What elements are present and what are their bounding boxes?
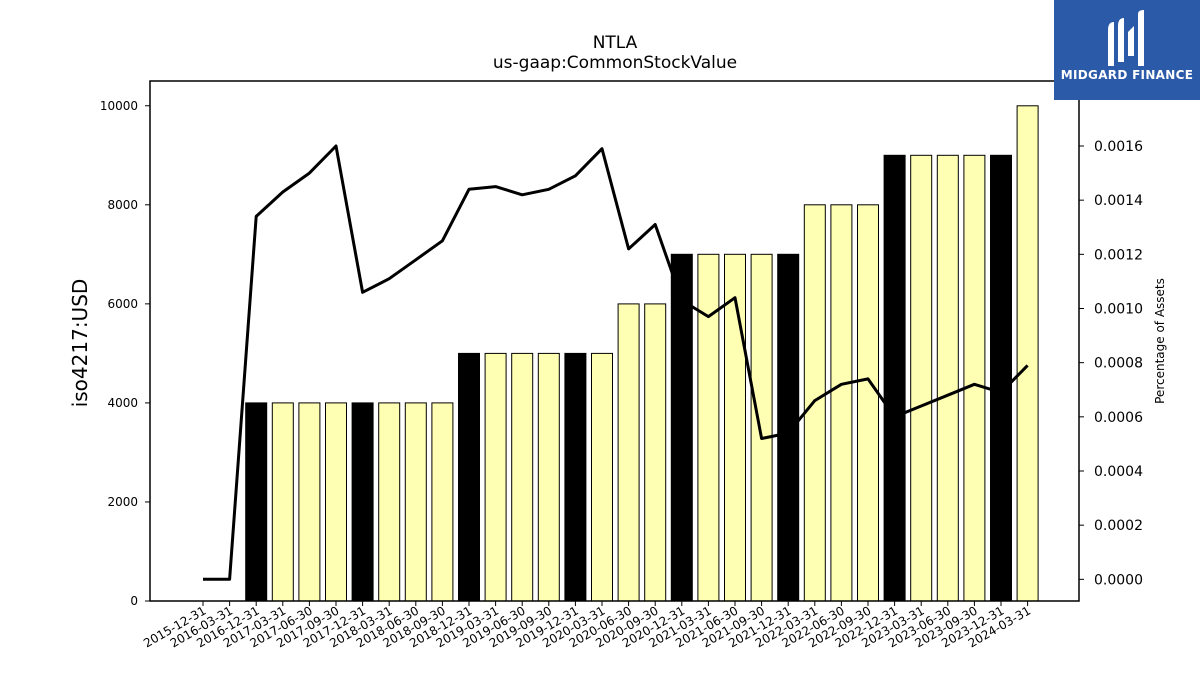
bar — [564, 352, 587, 602]
bar — [325, 402, 347, 602]
y2-tick-label: 0.0010 — [1094, 302, 1143, 318]
y-tick-label: 6000 — [107, 297, 138, 311]
y2-tick-label: 0.0016 — [1094, 139, 1143, 155]
bar — [963, 154, 986, 602]
y2-tick-label: 0.0004 — [1094, 464, 1143, 480]
bar — [990, 154, 1012, 602]
bar-group — [245, 105, 1039, 602]
chart-subtitle: us-gaap:CommonStockValue — [493, 53, 737, 73]
bar — [1016, 105, 1039, 602]
bar — [404, 402, 427, 602]
bar — [458, 352, 480, 602]
bar — [910, 154, 933, 602]
bar — [298, 402, 321, 602]
bar — [644, 303, 667, 602]
bar — [830, 204, 853, 602]
y2-tick-label: 0.0002 — [1094, 518, 1143, 534]
bar — [484, 352, 507, 602]
bar — [378, 402, 401, 602]
bar — [750, 253, 773, 602]
midgard-logo-icon — [1108, 10, 1144, 66]
bar — [697, 253, 720, 602]
chart-title: NTLA — [593, 33, 638, 53]
bar — [351, 402, 374, 602]
bar — [537, 352, 560, 602]
y-tick-label: 0 — [130, 594, 138, 608]
bar — [271, 402, 294, 602]
y2-tick-label: 0.0014 — [1094, 193, 1143, 209]
y-tick-label: 10000 — [100, 99, 138, 113]
bar — [591, 352, 613, 602]
bar — [511, 352, 534, 602]
tick-group: 0 2000 4000 6000 8000 10000 0.0000 0.0002 0.0004… — [100, 99, 1143, 651]
line-group — [203, 144, 1029, 581]
bar — [431, 402, 454, 602]
logo-text: MIDGARD FINANCE — [1060, 68, 1194, 82]
series-line — [203, 144, 1029, 581]
y-tick-label: 2000 — [107, 495, 138, 509]
y-axis-label: iso4217:USD — [68, 279, 92, 408]
bar — [883, 154, 906, 602]
bar — [617, 303, 640, 602]
plot-frame — [149, 80, 1080, 602]
bar — [724, 253, 746, 602]
y-tick-label: 8000 — [107, 198, 138, 212]
y2-axis-label: Percentage of Assets — [1153, 278, 1167, 404]
y2-tick-label: 0.0012 — [1094, 247, 1143, 263]
bar — [857, 204, 879, 602]
midgard-finance-logo: MIDGARD FINANCE — [1054, 0, 1200, 100]
bar — [777, 253, 800, 602]
y2-tick-label: 0.0008 — [1094, 356, 1143, 372]
y2-tick-label: 0.0006 — [1094, 410, 1143, 426]
bar — [245, 402, 268, 602]
y2-tick-label: 0.0000 — [1094, 572, 1143, 588]
y-tick-label: 4000 — [107, 396, 138, 410]
bar — [936, 154, 959, 602]
